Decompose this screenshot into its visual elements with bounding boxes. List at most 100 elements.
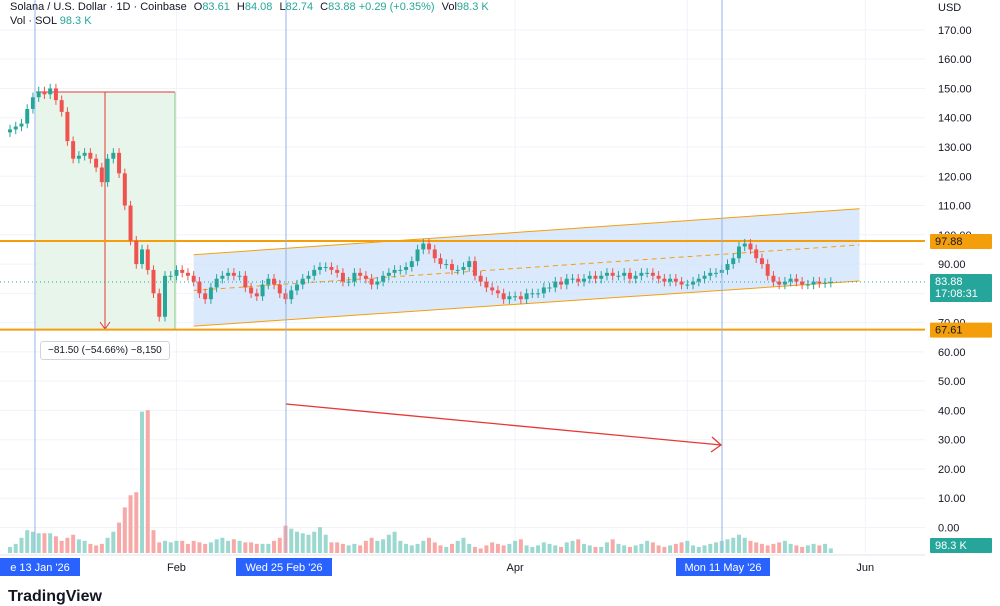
trend-arrow[interactable]: [285, 403, 723, 453]
candle-body: [386, 272, 391, 276]
volume-bar: [811, 543, 816, 553]
candle: [622, 268, 627, 281]
volume-bar: [518, 539, 523, 553]
level-high-badge-text: 97.88: [935, 236, 963, 248]
candle-body: [53, 88, 58, 101]
candle-body: [358, 272, 363, 276]
candle-body: [805, 284, 810, 286]
candle-body: [610, 272, 615, 276]
candle: [352, 268, 357, 287]
candle-body: [214, 278, 219, 288]
last-price-badge-text: 83.88: [935, 276, 963, 288]
candle: [19, 118, 24, 132]
volume-bar: [817, 545, 822, 553]
last-volume-badge-bg: [930, 538, 992, 553]
candle-body: [576, 278, 581, 282]
candle: [627, 268, 632, 284]
candle-body: [559, 281, 564, 285]
candle-body: [30, 97, 35, 109]
candle: [524, 288, 529, 304]
candle: [197, 276, 202, 299]
candle-body: [76, 155, 81, 159]
candle: [231, 268, 236, 281]
candle-body: [668, 278, 673, 282]
candle: [472, 256, 477, 281]
volume-bar: [673, 543, 678, 553]
volume-bar: [369, 537, 374, 553]
volume-bar: [805, 545, 810, 553]
crosshair-date-bg: [676, 558, 770, 576]
crosshair-date-badge: Wed 25 Feb '26: [236, 558, 332, 576]
candle: [587, 271, 592, 284]
candle: [312, 265, 317, 281]
volume-bar: [203, 543, 208, 553]
vol-value: 98.3 K: [456, 1, 489, 13]
candle: [335, 265, 340, 278]
volume-bar: [777, 542, 782, 553]
candle: [243, 271, 248, 293]
volume-bar: [220, 537, 225, 553]
volume-bar: [679, 542, 684, 553]
candle-body: [696, 278, 701, 282]
candle: [754, 244, 759, 263]
volume-bar: [48, 533, 53, 553]
volume-bar: [386, 534, 391, 553]
volume-bar: [145, 410, 150, 553]
candle-body: [627, 272, 632, 279]
candle-body: [48, 88, 53, 95]
candle-body: [19, 123, 24, 127]
trend-arrow-head: [710, 436, 723, 453]
volume-bar: [300, 533, 305, 553]
candle: [122, 168, 127, 211]
candle-body: [685, 284, 690, 286]
candle: [237, 271, 242, 281]
price-tick-label: 140.00: [938, 113, 972, 125]
candle-body: [467, 261, 472, 267]
level-low-badge-text: 67.61: [935, 325, 963, 337]
horizontal-levels[interactable]: [0, 240, 925, 331]
candle: [576, 274, 581, 287]
level-low-badge: 67.61: [930, 322, 992, 338]
candle-body: [289, 290, 294, 300]
time-tick-label: Feb: [167, 562, 186, 574]
candle: [340, 268, 345, 287]
candle: [369, 274, 374, 290]
volume-bar: [231, 539, 236, 553]
candle: [157, 288, 162, 322]
candle: [277, 279, 282, 299]
candle: [507, 291, 512, 304]
volume-bar: [295, 531, 299, 553]
low-label: L: [279, 1, 286, 13]
candle: [742, 238, 747, 252]
volume-bar: [99, 543, 104, 553]
candle: [593, 271, 598, 284]
volume-bar: [478, 548, 483, 553]
volume-bar: [272, 540, 277, 553]
candle: [547, 282, 552, 293]
candle-body: [295, 284, 299, 291]
crosshair-date-text: Mon 11 May '26: [684, 562, 761, 574]
candle-body: [432, 249, 437, 259]
candle-body: [323, 266, 328, 268]
volume-bar: [140, 411, 145, 553]
candle: [427, 238, 432, 255]
candle-body: [691, 281, 696, 285]
candle: [530, 288, 535, 299]
volume-bar: [610, 539, 615, 553]
candle-body: [392, 269, 397, 273]
candle-body: [570, 278, 575, 280]
candle-body: [254, 293, 259, 297]
price-axis[interactable]: USD 170.00 160.00 150.00 140.00 130.00 120.00 1…: [928, 0, 1000, 600]
candle-body: [272, 278, 277, 285]
candle: [708, 268, 713, 281]
candle-body: [237, 275, 242, 277]
candle-body: [478, 275, 483, 282]
candle: [656, 271, 661, 284]
volume-bar: [449, 543, 454, 553]
volume-bar: [427, 537, 432, 553]
candle-body: [415, 249, 420, 262]
measure-tool[interactable]: [36, 91, 176, 330]
